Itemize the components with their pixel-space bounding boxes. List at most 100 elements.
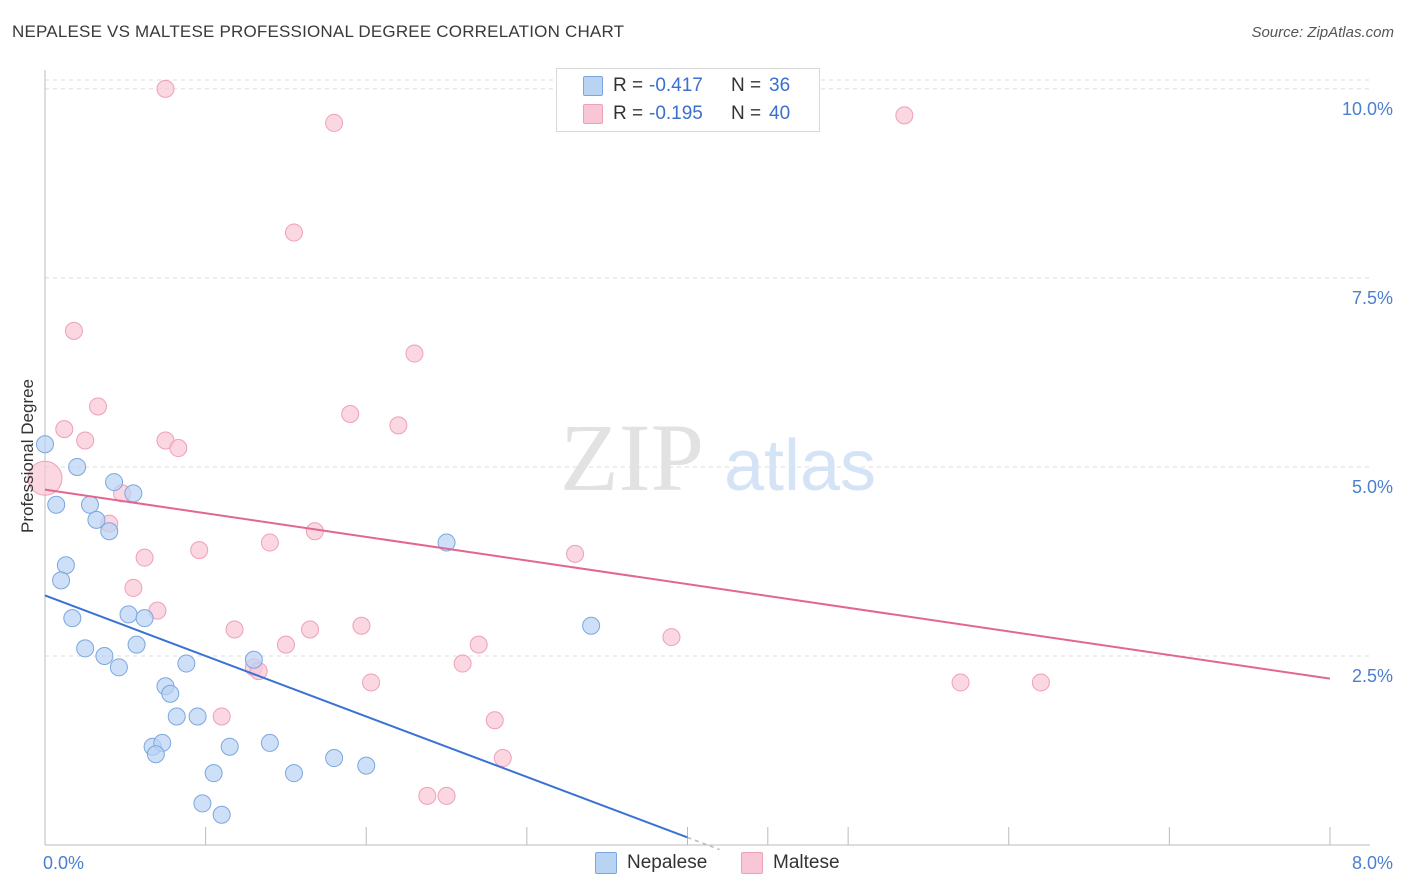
- maltese-point: [362, 673, 381, 692]
- nepalese-point: [52, 571, 71, 590]
- stats-row-maltese: R = -0.195 N = 40: [557, 100, 819, 128]
- nepalese-point: [127, 635, 146, 654]
- maltese-point: [895, 106, 914, 125]
- nepalese-point: [95, 646, 114, 665]
- maltese-point: [469, 635, 488, 654]
- nepalese-point: [204, 764, 223, 783]
- stats-row-nepalese: R = -0.417 N = 36: [557, 72, 819, 100]
- nepalese-swatch: [583, 76, 603, 96]
- maltese-point: [951, 673, 970, 692]
- maltese-point: [389, 416, 408, 435]
- maltese-point: [284, 223, 303, 242]
- nepalese-point: [167, 707, 186, 726]
- nepalese-point: [177, 654, 196, 673]
- maltese-point: [190, 541, 209, 560]
- trend-lines: [44, 488, 1331, 851]
- nepalese-point: [357, 756, 376, 775]
- maltese-point: [1031, 673, 1050, 692]
- nepalese-points: [36, 435, 601, 824]
- maltese-point: [325, 113, 344, 132]
- maltese-point: [341, 405, 360, 424]
- maltese-r-value: -0.195: [649, 103, 703, 124]
- nepalese-point: [188, 707, 207, 726]
- legend-item-maltese[interactable]: Maltese: [741, 852, 840, 874]
- maltese-point: [169, 439, 188, 458]
- nepalese-point: [56, 556, 75, 575]
- legend-nepalese-swatch: [595, 852, 617, 874]
- maltese-point: [124, 578, 143, 597]
- nepalese-point: [284, 764, 303, 783]
- maltese-point: [212, 707, 231, 726]
- nepalese-point: [36, 435, 54, 454]
- maltese-point: [305, 522, 324, 541]
- nepalese-point: [244, 650, 263, 669]
- maltese-point: [437, 786, 456, 805]
- maltese-point: [89, 397, 108, 416]
- y-axis-label: Professional Degree: [18, 378, 37, 534]
- nepalese-point: [135, 609, 154, 628]
- maltese-point: [64, 321, 83, 340]
- axes: [44, 70, 1370, 846]
- tick-labels: 2.5% 5.0% 7.5% 10.0% 0.0% 8.0%: [43, 99, 1393, 873]
- maltese-point: [405, 344, 424, 363]
- maltese-n-label: N =: [731, 103, 762, 124]
- chart-title: NEPALESE VS MALTESE PROFESSIONAL DEGREE …: [12, 22, 625, 41]
- nepalese-point: [437, 533, 456, 552]
- x-tick-label-min: 0.0%: [43, 853, 84, 873]
- nepalese-point: [100, 522, 119, 541]
- x-tick-label-max: 8.0%: [1352, 853, 1393, 873]
- maltese-point: [135, 548, 154, 567]
- maltese-point: [55, 420, 74, 439]
- watermark-atlas: atlas: [724, 426, 876, 506]
- nepalese-point: [76, 639, 95, 658]
- maltese-point: [493, 749, 512, 768]
- maltese-r-label: R =: [613, 103, 644, 124]
- nepalese-point: [105, 473, 124, 492]
- nepalese-point: [63, 609, 82, 628]
- maltese-point: [27, 460, 63, 496]
- nepalese-n-value: 36: [769, 75, 791, 96]
- maltese-point: [301, 620, 320, 639]
- legend: Nepalese Maltese: [0, 852, 1406, 878]
- nepalese-point: [260, 733, 279, 752]
- nepalese-point: [124, 484, 143, 503]
- nepalese-point: [212, 805, 231, 824]
- maltese-n-value: 40: [769, 103, 791, 124]
- nepalese-r-label: R =: [613, 75, 644, 96]
- maltese-point: [156, 79, 175, 98]
- nepalese-trend-line: [44, 594, 688, 839]
- maltese-points: [27, 79, 1050, 805]
- maltese-point: [352, 616, 371, 635]
- legend-item-nepalese[interactable]: Nepalese: [595, 852, 707, 874]
- nepalese-n-label: N =: [731, 75, 762, 96]
- maltese-trend-line: [44, 488, 1331, 680]
- y-tick-label: 5.0%: [1352, 477, 1393, 497]
- watermark-zip: ZIP: [560, 404, 704, 511]
- maltese-point: [485, 711, 504, 730]
- maltese-point: [566, 544, 585, 563]
- nepalese-point: [87, 510, 106, 529]
- nepalese-point: [47, 495, 66, 514]
- legend-maltese-swatch: [741, 852, 763, 874]
- nepalese-point: [146, 745, 165, 764]
- maltese-point: [418, 786, 437, 805]
- nepalese-point: [161, 684, 180, 703]
- nepalese-point: [220, 737, 239, 756]
- nepalese-point: [325, 749, 344, 768]
- nepalese-point: [119, 605, 138, 624]
- y-tick-label: 2.5%: [1352, 666, 1393, 686]
- nepalese-point: [582, 616, 601, 635]
- maltese-point: [260, 533, 279, 552]
- y-tick-label: 7.5%: [1352, 288, 1393, 308]
- maltese-point: [276, 635, 295, 654]
- legend-maltese-label: Maltese: [773, 852, 840, 873]
- maltese-point: [662, 628, 681, 647]
- stats-box: R = -0.417 N = 36 R = -0.195 N = 40: [556, 68, 820, 132]
- watermark: ZIP atlas: [560, 404, 876, 511]
- y-tick-label: 10.0%: [1342, 99, 1393, 119]
- nepalese-r-value: -0.417: [649, 75, 703, 96]
- grid-lines: [45, 79, 1370, 657]
- nepalese-trend-extension: [687, 836, 720, 851]
- maltese-point: [225, 620, 244, 639]
